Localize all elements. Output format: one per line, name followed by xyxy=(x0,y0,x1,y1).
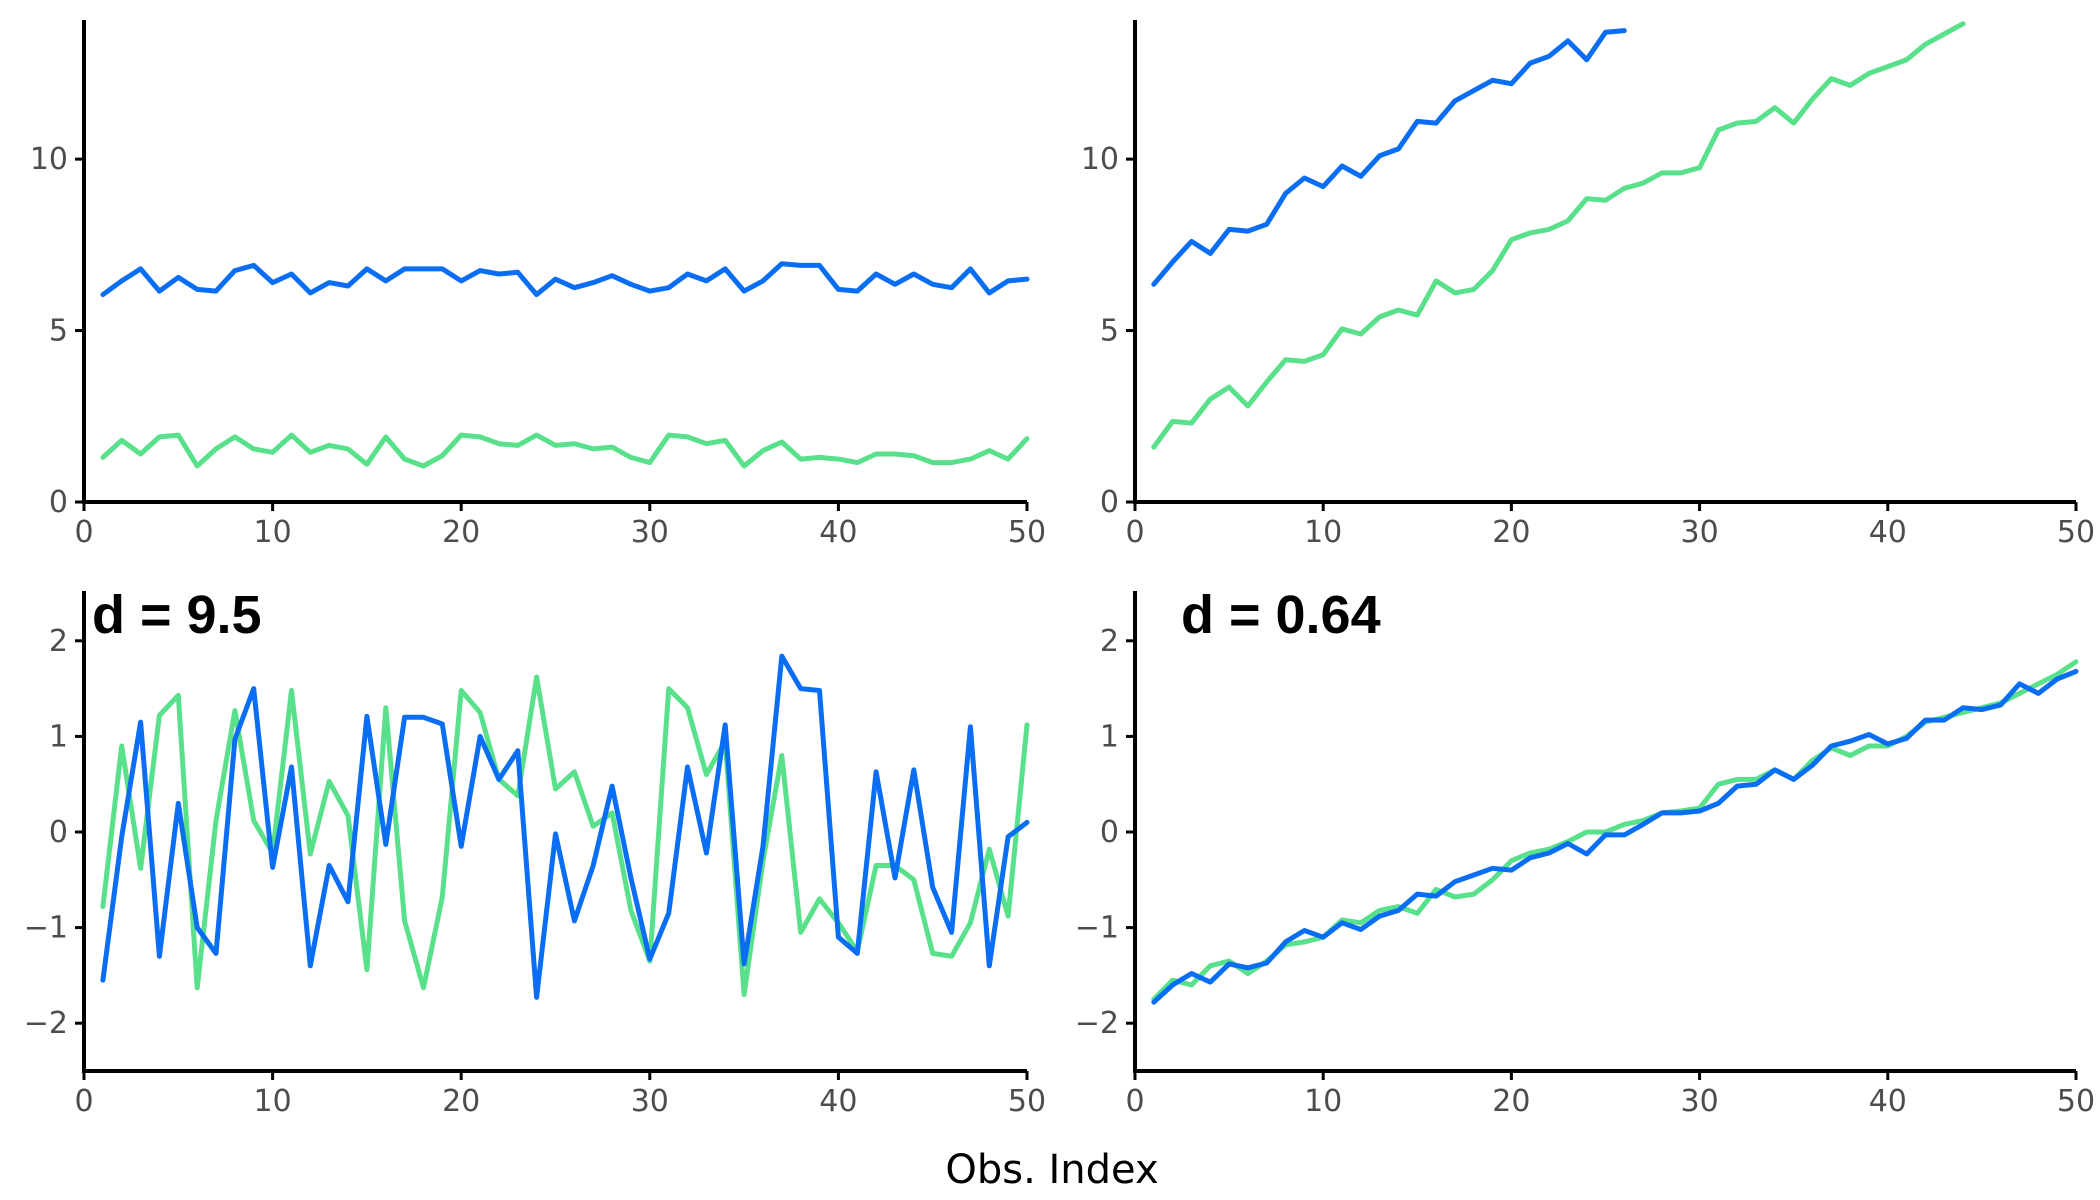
y-tick-label: 10 xyxy=(30,142,68,177)
x-axis-label: Obs. Index xyxy=(945,1147,1158,1193)
x-tick-label: 30 xyxy=(1681,515,1719,550)
panel-annotation: d = 0.64 xyxy=(1181,585,1381,645)
series-line-a xyxy=(1151,659,2079,1002)
y-tick-label: 1 xyxy=(1100,719,1119,754)
series-line-a xyxy=(100,674,1030,997)
panel-top-right: 0 10 20 30 40 50 0 5 10 xyxy=(1081,20,2095,550)
x-tick-label: 40 xyxy=(819,515,857,550)
series-line-a xyxy=(100,432,1030,469)
y-tick-label: −1 xyxy=(1075,911,1119,946)
y-tick-label: 0 xyxy=(49,485,68,520)
panel-bottom-left: 0 10 20 30 40 50 −2 −1 0 1 2 d = 9.5 xyxy=(24,585,1046,1119)
x-tick-label: 10 xyxy=(1304,1084,1342,1119)
x-tick-label: 40 xyxy=(819,1084,857,1119)
x-tick-label: 30 xyxy=(631,1084,669,1119)
series-line-b xyxy=(100,261,1030,298)
y-tick-label: 0 xyxy=(1100,815,1119,850)
x-tick-label: 20 xyxy=(1492,515,1530,550)
x-tick-label: 30 xyxy=(1681,1084,1719,1119)
x-tick-label: 10 xyxy=(254,515,292,550)
x-tick-label: 10 xyxy=(1304,515,1342,550)
y-tick-label: 5 xyxy=(49,314,68,349)
series-line-a xyxy=(1151,21,1966,450)
y-tick-label: 1 xyxy=(49,719,68,754)
series-line-b xyxy=(1151,28,1627,287)
y-tick-label: −2 xyxy=(1075,1006,1119,1041)
series-line-b xyxy=(100,653,1030,1000)
x-tick-label: 10 xyxy=(254,1084,292,1119)
x-tick-label: 0 xyxy=(74,515,93,550)
y-tick-label: −1 xyxy=(24,911,68,946)
x-tick-label: 50 xyxy=(1008,515,1046,550)
x-tick-label: 0 xyxy=(74,1084,93,1119)
y-tick-label: 0 xyxy=(49,815,68,850)
x-tick-label: 50 xyxy=(2057,1084,2095,1119)
panel-top-left: 0 10 20 30 40 50 0 5 10 xyxy=(30,20,1046,550)
x-tick-label: 20 xyxy=(1492,1084,1530,1119)
y-tick-label: −2 xyxy=(24,1006,68,1041)
x-tick-label: 20 xyxy=(442,1084,480,1119)
x-tick-label: 40 xyxy=(1869,515,1907,550)
panel-bottom-right: 0 10 20 30 40 50 −2 −1 0 1 2 d = 0.64 xyxy=(1075,585,2095,1119)
y-tick-label: 5 xyxy=(1100,314,1119,349)
y-tick-label: 0 xyxy=(1100,485,1119,520)
y-tick-label: 2 xyxy=(1100,624,1119,659)
x-tick-label: 0 xyxy=(1125,515,1144,550)
y-tick-label: 10 xyxy=(1081,142,1119,177)
x-tick-label: 50 xyxy=(1008,1084,1046,1119)
y-tick-label: 2 xyxy=(49,624,68,659)
panel-annotation: d = 9.5 xyxy=(92,585,262,645)
x-tick-label: 50 xyxy=(2057,515,2095,550)
x-tick-label: 30 xyxy=(631,515,669,550)
x-tick-label: 0 xyxy=(1125,1084,1144,1119)
x-tick-label: 40 xyxy=(1869,1084,1907,1119)
x-tick-label: 20 xyxy=(442,515,480,550)
series-line-b xyxy=(1151,668,2079,1005)
